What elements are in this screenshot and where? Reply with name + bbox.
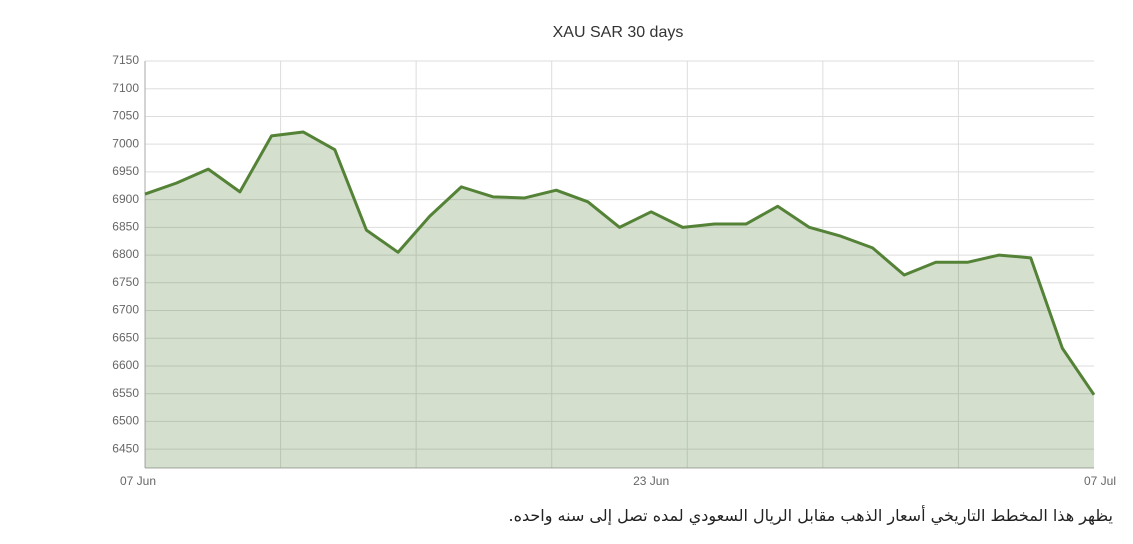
y-tick-label: 7100 <box>112 81 139 95</box>
y-tick-label: 6950 <box>112 164 139 178</box>
y-tick-label: 6550 <box>112 386 139 400</box>
x-tick-label: 07 Jul <box>1084 474 1116 488</box>
chart-title: XAU SAR 30 days <box>553 24 684 41</box>
y-tick-label: 6850 <box>112 220 139 234</box>
y-tick-label: 7050 <box>112 109 139 123</box>
y-tick-label: 6700 <box>112 303 139 317</box>
y-tick-label: 7000 <box>112 136 139 150</box>
y-tick-label: 6500 <box>112 414 139 428</box>
line <box>144 130 1096 396</box>
y-tick-label: 6600 <box>112 358 139 372</box>
x-tick-label: 23 Jun <box>633 474 669 488</box>
y-tick-label: 6650 <box>112 330 139 344</box>
y-tick-label: 6800 <box>112 247 139 261</box>
chart: XAU SAR 30 days 6450 6500 6550 6600 6650 6700… <box>112 24 1116 488</box>
caption: يظهر هذا المخطط التاريخي أسعار الذهب مقا… <box>508 506 1113 525</box>
y-tick-label: 7150 <box>112 53 139 67</box>
area-fill <box>145 131 1094 469</box>
y-tick-label: 6900 <box>112 192 139 206</box>
y-tick-label: 6450 <box>112 441 139 455</box>
y-tick-label: 6750 <box>112 275 139 289</box>
x-tick-label: 07 Jun <box>120 474 156 488</box>
